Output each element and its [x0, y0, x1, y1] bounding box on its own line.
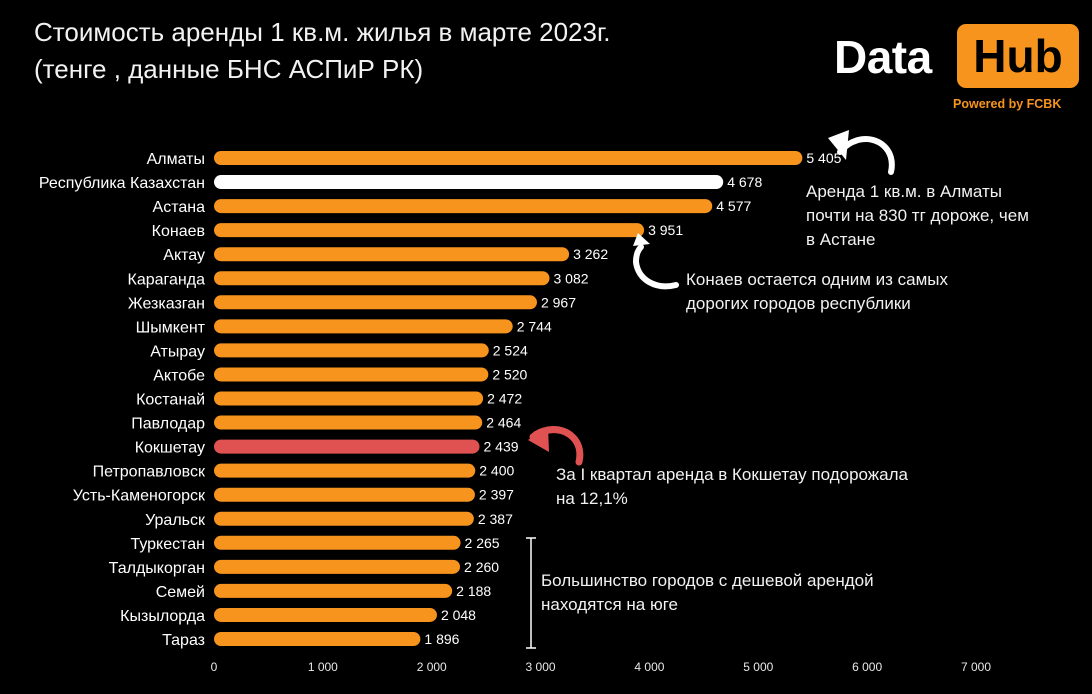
value-label: 2 260 — [464, 559, 499, 575]
value-label: 3 951 — [648, 222, 683, 238]
value-label: 2 967 — [541, 294, 576, 310]
category-label: Тараз — [162, 632, 205, 649]
value-label: 3 262 — [573, 246, 608, 262]
bar — [214, 367, 489, 382]
bar — [214, 199, 713, 214]
category-label: Алматы — [147, 151, 205, 168]
category-label: Туркестан — [130, 536, 205, 553]
value-label: 2 472 — [487, 391, 522, 407]
bar — [214, 319, 513, 334]
value-label: 2 387 — [478, 511, 513, 527]
logo-word-hub: Hub — [957, 24, 1079, 88]
annotation-south: Большинство городов с дешевой арендой на… — [541, 571, 874, 614]
value-label: 2 188 — [456, 583, 491, 599]
category-labels: Алматы Республика Казахстан Астана Конаев Ак… — [39, 151, 206, 649]
annotation-kokshetau: За I квартал аренда в Кокшетау подорожал… — [556, 465, 908, 508]
category-label: Конаев — [152, 223, 205, 240]
value-label: 2 265 — [465, 535, 500, 551]
x-tick-label: 0 — [211, 660, 218, 674]
bar — [214, 511, 474, 526]
category-label: Республика Казахстан — [39, 175, 205, 192]
category-label: Петропавловск — [93, 464, 206, 481]
category-label: Усть-Каменогорск — [73, 488, 206, 505]
value-label: 2 400 — [479, 463, 514, 479]
bar — [214, 247, 570, 262]
value-labels: 5 405 4 678 4 577 3 951 3 262 3 082 2 967 2 744… — [424, 150, 841, 647]
bar — [214, 295, 537, 310]
bar — [214, 151, 803, 165]
south-bracket — [526, 537, 536, 649]
bar — [214, 391, 484, 406]
bar — [214, 415, 483, 430]
category-label: Уральск — [145, 512, 206, 529]
x-tick-label: 6 000 — [852, 660, 882, 674]
bar — [214, 487, 475, 502]
bars-group — [214, 151, 803, 646]
category-label: Кызылорда — [120, 608, 205, 625]
value-label: 2 744 — [517, 318, 552, 334]
bar — [214, 607, 437, 622]
x-axis: 0 1 000 2 000 3 000 4 000 5 000 6 000 7 000 — [211, 660, 992, 674]
bar — [214, 535, 461, 550]
logo-word-data: Data — [834, 31, 932, 83]
value-label: 2 524 — [493, 342, 528, 358]
x-tick-label: 7 000 — [961, 660, 991, 674]
category-label: Костанай — [136, 392, 205, 409]
value-label: 3 082 — [553, 270, 588, 286]
chart-title-line1: Стоимость аренды 1 кв.м. жилья в марте 2… — [34, 17, 611, 47]
value-label: 2 439 — [484, 439, 519, 455]
value-label: 4 577 — [716, 198, 751, 214]
category-label: Кокшетау — [135, 440, 205, 457]
almaty-arrow-icon — [837, 136, 895, 175]
konaev-arrowhead-icon — [633, 233, 650, 246]
annotation-almaty: Аренда 1 кв.м. в Алматы почти на 830 тг … — [806, 182, 1029, 249]
bar — [214, 439, 480, 454]
x-tick-label: 2 000 — [417, 660, 447, 674]
annotation-konaev: Конаев остается одним из самых дорогих г… — [686, 270, 948, 313]
category-label: Актау — [163, 247, 205, 264]
bar — [214, 343, 489, 358]
value-label: 2 520 — [492, 366, 527, 382]
bar — [214, 559, 461, 574]
category-label: Караганда — [128, 271, 206, 288]
x-tick-label: 1 000 — [308, 660, 338, 674]
x-tick-label: 3 000 — [526, 660, 556, 674]
value-label: 4 678 — [727, 174, 762, 190]
kokshetau-arrowhead-icon — [528, 426, 549, 452]
category-label: Астана — [153, 199, 206, 216]
category-label: Актобе — [153, 367, 205, 384]
category-label: Атырау — [150, 343, 205, 360]
logo-powered-by: Powered by FCBK — [953, 97, 1062, 111]
chart-title-line2: (тенге , данные БНС АСПиР РК) — [34, 54, 424, 84]
value-label: 2 464 — [486, 415, 521, 431]
value-label: 2 397 — [479, 487, 514, 503]
bar — [214, 632, 421, 646]
bar — [214, 463, 476, 478]
category-label: Семей — [156, 584, 205, 601]
konaev-arrow-icon — [632, 244, 679, 290]
bar — [214, 223, 645, 238]
category-label: Павлодар — [131, 416, 205, 433]
bar — [214, 175, 724, 190]
category-label: Шымкент — [136, 319, 206, 336]
almaty-arrowhead-icon — [828, 130, 849, 160]
value-label: 5 405 — [806, 150, 841, 166]
bar — [214, 271, 550, 286]
category-label: Жезказган — [128, 295, 205, 312]
value-label: 2 048 — [441, 607, 476, 623]
category-label: Талдыкорган — [109, 560, 205, 577]
value-label: 1 896 — [424, 631, 459, 647]
bar — [214, 583, 453, 598]
x-tick-label: 5 000 — [743, 660, 773, 674]
x-tick-label: 4 000 — [634, 660, 664, 674]
